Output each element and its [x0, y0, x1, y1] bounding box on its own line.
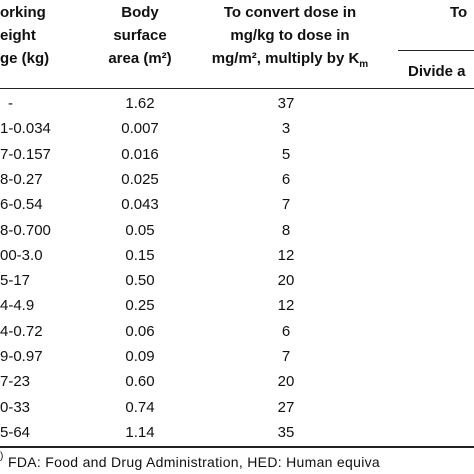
cell: 6-0.54 — [0, 196, 43, 214]
cell: 5-64 — [0, 423, 31, 441]
cell: 0.74 — [125, 398, 155, 416]
cell: 12 — [277, 246, 295, 264]
cell: 0-33 — [0, 398, 31, 416]
header-text: Body — [121, 4, 159, 21]
cell: 00-3.0 — [0, 246, 43, 264]
cell: 0.016 — [121, 145, 159, 163]
cell: 0.50 — [125, 272, 155, 290]
header-text: To — [450, 4, 468, 21]
cell: 6 — [281, 170, 291, 188]
cell: 20 — [277, 373, 295, 391]
footnote-mark: ) — [0, 451, 4, 462]
cell: 0.05 — [125, 221, 155, 239]
header-text: area (m²) — [108, 50, 172, 67]
cell: 5 — [281, 145, 291, 163]
footnote: FDA: Food and Drug Administration, HED: … — [8, 454, 380, 470]
cell: 7 — [281, 348, 291, 365]
cell: 27 — [277, 398, 295, 416]
cell: 8-0.700 — [0, 221, 51, 239]
cell: 7-0.157 — [0, 145, 51, 163]
cell: 0.15 — [125, 246, 155, 264]
cell: 0.043 — [121, 196, 159, 214]
header-text: eight — [0, 27, 36, 44]
cell: 12 — [277, 297, 295, 315]
cell: 4-4.9 — [0, 297, 35, 315]
cell: 20 — [277, 272, 295, 290]
cell: 7 — [281, 196, 291, 214]
cell: 8-0.27 — [0, 170, 43, 188]
cell: 35 — [277, 423, 295, 441]
cell: 0.09 — [125, 348, 155, 365]
bottom-rule — [0, 446, 474, 448]
header-text: orking — [0, 4, 46, 21]
header-text: surface — [113, 27, 167, 44]
cell: 5-17 — [0, 272, 31, 290]
cell: 0.25 — [125, 297, 155, 315]
cell: 9-0.97 — [0, 348, 43, 365]
cell: 0.60 — [125, 373, 155, 391]
cell: 0.025 — [121, 170, 159, 188]
cell: - — [8, 95, 13, 112]
cell: 1.62 — [125, 95, 155, 112]
cell: 7-23 — [0, 373, 31, 391]
header-text: Divide a — [408, 63, 466, 80]
header-text: mg/m², multiply by Km — [211, 50, 369, 70]
header-text: To convert dose in — [223, 4, 357, 21]
subscript: m — [359, 59, 369, 70]
cell: 0.06 — [125, 322, 155, 340]
cell: 1.14 — [125, 423, 155, 441]
cell: 8 — [281, 221, 291, 239]
header-text: ge (kg) — [0, 50, 50, 67]
cell: 4-0.72 — [0, 322, 43, 340]
cell: 3 — [281, 120, 291, 138]
cell: 0.007 — [121, 120, 159, 138]
cell: 1-0.034 — [0, 120, 51, 138]
header-rule — [0, 88, 474, 89]
group-rule — [398, 50, 474, 51]
cell: 37 — [277, 95, 295, 112]
header-text: mg/kg to dose in — [230, 27, 350, 44]
cell: 6 — [281, 322, 291, 340]
